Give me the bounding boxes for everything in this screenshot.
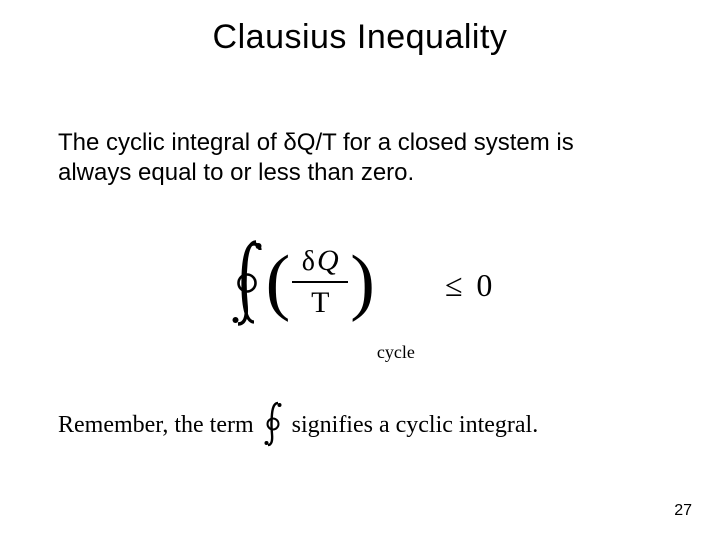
leq-icon: ≤ <box>445 267 463 303</box>
page-number: 27 <box>674 502 692 520</box>
numerator: δQ <box>302 244 339 278</box>
formula-inner: ( δQ T ) cycle ≤ 0 <box>228 238 493 333</box>
body-text: The cyclic integral of δQ/T for a closed… <box>58 128 638 188</box>
right-paren: ) <box>350 245 375 319</box>
subscript-cycle: cycle <box>377 342 415 363</box>
body-pre: The cyclic integral of <box>58 129 283 156</box>
left-paren: ( <box>266 245 291 319</box>
num-delta: δ <box>302 246 315 278</box>
num-q: Q <box>317 244 339 278</box>
remember-line: Remember, the term signifies a cyclic in… <box>58 398 678 453</box>
remember-pre: Remember, the term <box>58 412 254 439</box>
formula: ( δQ T ) cycle ≤ 0 <box>0 238 720 333</box>
rhs-zero: 0 <box>476 267 492 303</box>
fraction-bar <box>292 281 348 283</box>
slide: Clausius Inequality The cyclic integral … <box>0 0 720 540</box>
denominator: T <box>311 286 329 320</box>
slide-title: Clausius Inequality <box>0 18 720 57</box>
contour-integral-icon <box>228 238 266 333</box>
contour-integral-small-icon <box>262 400 284 455</box>
body-delta: δ <box>283 129 296 156</box>
remember-post: signifies a cyclic integral. <box>292 412 539 439</box>
fraction: δQ T <box>292 244 348 320</box>
rhs: ≤ 0 <box>445 267 493 304</box>
